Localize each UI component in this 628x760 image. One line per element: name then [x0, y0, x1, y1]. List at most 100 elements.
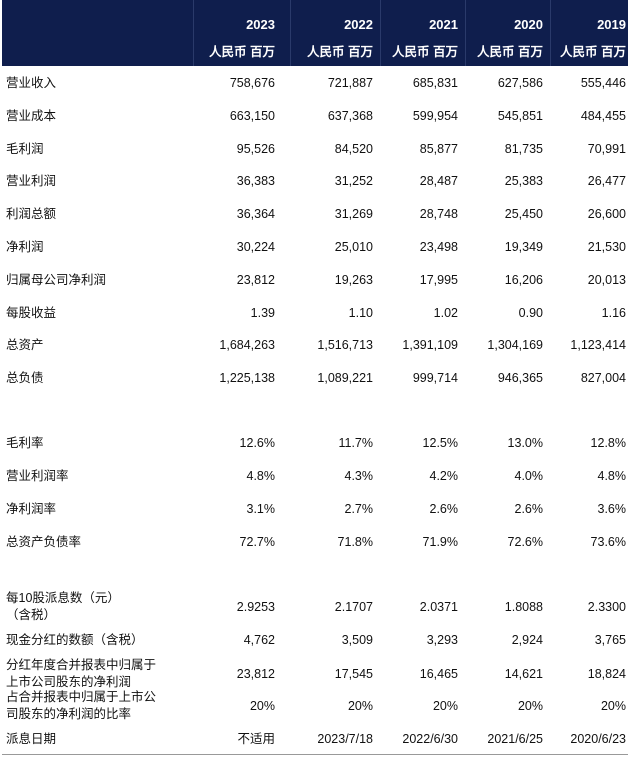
- year-header: 2019: [597, 17, 626, 32]
- cell-value: 16,465: [419, 667, 458, 681]
- cell-value: 663,150: [229, 109, 275, 123]
- cell-value: 12.6%: [239, 436, 275, 450]
- cell-value: 555,446: [580, 76, 626, 90]
- cell-value: 4.0%: [514, 469, 544, 483]
- row-label: 每10股派息数（元）: [6, 591, 120, 605]
- cell-value: 2022/6/30: [402, 732, 458, 746]
- cell-value: 2.7%: [344, 502, 374, 516]
- cell-value: 4.8%: [246, 469, 276, 483]
- cell-value: 2.6%: [429, 502, 459, 516]
- cell-value: 2.3300: [587, 600, 626, 614]
- cell-value: 23,812: [236, 273, 275, 287]
- row-label: 上市公司股东的净利润: [6, 675, 132, 689]
- cell-value: 23,498: [419, 240, 458, 254]
- cell-value: 1,516,713: [317, 338, 373, 352]
- cell-value: 13.0%: [507, 436, 543, 450]
- row-label: 分红年度合并报表中归属于: [6, 658, 157, 672]
- cell-value: 999,714: [412, 371, 458, 385]
- cell-value: 3.6%: [597, 502, 627, 516]
- cell-value: 85,877: [419, 142, 458, 156]
- cell-value: 1.16: [601, 306, 626, 320]
- cell-value: 28,748: [419, 207, 458, 221]
- cell-value: 19,349: [504, 240, 543, 254]
- cell-value: 71.9%: [422, 535, 458, 549]
- cell-value: 70,991: [587, 142, 626, 156]
- cell-value: 18,824: [587, 667, 626, 681]
- cell-value: 1,123,414: [570, 338, 626, 352]
- cell-value: 12.8%: [590, 436, 626, 450]
- cell-value: 1.10: [348, 306, 373, 320]
- row-label: （含税）: [6, 608, 57, 622]
- cell-value: 30,224: [236, 240, 275, 254]
- cell-value: 627,586: [497, 76, 543, 90]
- cell-value: 0.90: [518, 306, 543, 320]
- cell-value: 31,269: [334, 207, 373, 221]
- cell-value: 84,520: [334, 142, 373, 156]
- header-separator: [290, 0, 291, 66]
- cell-value: 71.8%: [337, 535, 373, 549]
- cell-value: 20%: [432, 699, 458, 713]
- cell-value: 21,530: [587, 240, 626, 254]
- cell-value: 946,365: [497, 371, 543, 385]
- cell-value: 20%: [249, 699, 275, 713]
- cell-value: 1.8088: [504, 600, 543, 614]
- cell-value: 16,206: [504, 273, 543, 287]
- cell-value: 25,383: [504, 174, 543, 188]
- cell-value: 95,526: [236, 142, 275, 156]
- unit-header: 人民币 百万: [392, 45, 458, 59]
- cell-value: 545,851: [497, 109, 543, 123]
- cell-value: 2,924: [511, 633, 543, 647]
- cell-value: 25,450: [504, 207, 543, 221]
- cell-value: 20%: [347, 699, 373, 713]
- cell-value: 827,004: [580, 371, 626, 385]
- cell-value: 3,509: [341, 633, 373, 647]
- row-label: 总资产: [6, 337, 44, 352]
- unit-header: 人民币 百万: [209, 45, 275, 59]
- cell-value: 1.02: [433, 306, 458, 320]
- year-header: 2021: [429, 17, 458, 32]
- cell-value: 26,600: [587, 207, 626, 221]
- row-label: 营业利润: [6, 173, 57, 188]
- cell-value: 2023/7/18: [317, 732, 373, 746]
- unit-header: 人民币 百万: [560, 45, 626, 59]
- cell-value: 26,477: [587, 174, 626, 188]
- cell-value: 2.1707: [334, 600, 373, 614]
- bottom-rule: [2, 754, 628, 755]
- cell-value: 1,089,221: [317, 371, 373, 385]
- row-label: 毛利率: [6, 435, 44, 450]
- cell-value: 1,225,138: [219, 371, 275, 385]
- year-header: 2022: [344, 17, 373, 32]
- cell-value: 28,487: [419, 174, 458, 188]
- cell-value: 20%: [517, 699, 543, 713]
- cell-value: 2020/6/23: [570, 732, 626, 746]
- row-label: 每股收益: [6, 305, 57, 320]
- cell-value: 4.3%: [344, 469, 374, 483]
- row-label: 净利润率: [6, 501, 57, 516]
- header-separator: [465, 0, 466, 66]
- cell-value: 36,364: [236, 207, 275, 221]
- cell-value: 1,684,263: [219, 338, 275, 352]
- cell-value: 72.6%: [507, 535, 543, 549]
- row-label: 总负债: [6, 370, 44, 385]
- cell-value: 1,391,109: [402, 338, 458, 352]
- cell-value: 721,887: [327, 76, 373, 90]
- header-separator: [550, 0, 551, 66]
- row-label: 派息日期: [6, 731, 57, 746]
- cell-value: 599,954: [412, 109, 458, 123]
- cell-value: 484,455: [580, 109, 626, 123]
- row-label: 总资产负债率: [6, 534, 82, 549]
- cell-value: 4.8%: [597, 469, 627, 483]
- cell-value: 3.1%: [246, 502, 276, 516]
- unit-header: 人民币 百万: [477, 45, 543, 59]
- cell-value: 11.7%: [338, 436, 373, 450]
- row-label: 净利润: [6, 239, 44, 254]
- row-label: 营业成本: [6, 108, 57, 123]
- cell-value: 685,831: [412, 76, 458, 90]
- cell-value: 36,383: [236, 174, 275, 188]
- row-label: 现金分红的数额（含税）: [6, 632, 144, 647]
- row-label: 毛利润: [6, 141, 44, 156]
- cell-value: 4,762: [243, 633, 275, 647]
- cell-value: 3,293: [426, 633, 458, 647]
- cell-value: 20,013: [587, 273, 626, 287]
